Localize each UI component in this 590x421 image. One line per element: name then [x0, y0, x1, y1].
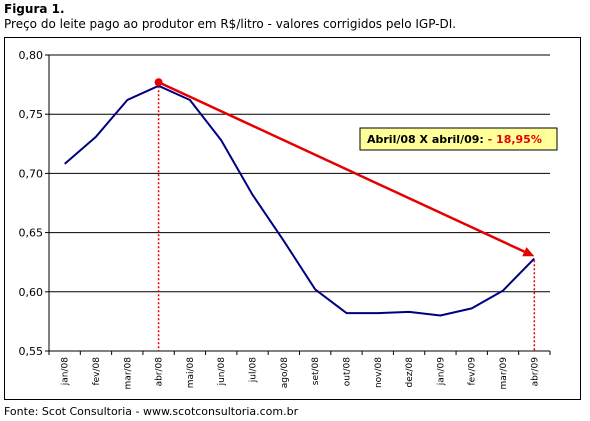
annotation-text: Abril/08 X abril/09: - 18,95%	[367, 133, 542, 146]
drop-lines	[157, 82, 536, 351]
x-axis-ticks: jan/08 fev/08 mar/08 abr/08 mai/08 jun/08 jul/…	[48, 351, 551, 390]
x-tick-label: out/08	[342, 357, 352, 386]
annotation-box-bg	[359, 127, 558, 151]
axes	[48, 55, 550, 352]
series-line	[64, 84, 536, 317]
trend-arrow	[154, 78, 535, 257]
x-tick-label: jan/09	[436, 357, 446, 386]
x-tick-label: fev/09	[468, 357, 478, 386]
x-tick-label: jan/08	[61, 357, 71, 386]
trend-arrow-head	[522, 247, 535, 257]
x-tick-label: dez/08	[405, 357, 415, 388]
gridlines	[49, 54, 550, 293]
trend-arrow-shaft	[158, 81, 525, 253]
chart-frame: 0,55 0,60 0,65 0,70 0,75 0,80 jan/08 fev/08 mar…	[4, 37, 581, 400]
x-tick-label: nov/08	[374, 357, 384, 388]
y-tick-label: 0,70	[19, 167, 44, 180]
source-note: Fonte: Scot Consultoria - www.scotconsul…	[4, 405, 299, 418]
x-tick-label: fev/08	[92, 357, 102, 386]
y-tick-label: 0,60	[19, 286, 44, 299]
figure-label: Figura 1.	[4, 2, 65, 16]
x-tick-label: mai/08	[186, 357, 196, 389]
x-tick-label: abr/08	[155, 357, 165, 387]
figure-caption: Preço do leite pago ao produtor em R$/li…	[4, 17, 457, 31]
x-tick-label: set/08	[311, 357, 321, 386]
y-axis-ticks: 0,55 0,60 0,65 0,70 0,75 0,80	[19, 49, 49, 358]
x-tick-label: jul/08	[249, 357, 259, 383]
x-tick-label: mar/08	[123, 357, 133, 390]
trend-arrow-start-dot	[154, 78, 163, 87]
y-tick-label: 0,65	[19, 227, 44, 240]
annotation-prefix: Abril/08 X abril/09	[367, 133, 479, 146]
x-tick-label: jun/08	[217, 357, 227, 387]
y-tick-label: 0,55	[19, 345, 44, 358]
annotation-value: - 18,95%	[488, 133, 542, 146]
y-tick-label: 0,80	[19, 49, 44, 62]
annotation-box: Abril/08 X abril/09: - 18,95%	[359, 127, 558, 151]
y-tick-label: 0,75	[19, 108, 44, 121]
x-tick-label: abr/09	[530, 357, 540, 387]
x-tick-label: ago/08	[280, 357, 290, 388]
annotation-separator: :	[479, 133, 487, 146]
line-chart: 0,55 0,60 0,65 0,70 0,75 0,80 jan/08 fev/08 mar…	[19, 49, 558, 390]
x-tick-label: mar/09	[499, 357, 509, 390]
series	[64, 84, 536, 317]
